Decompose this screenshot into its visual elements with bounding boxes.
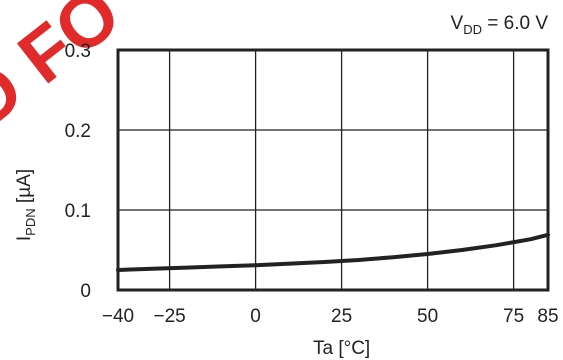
series-layer bbox=[116, 232, 550, 272]
series-line-0 bbox=[116, 232, 550, 272]
y-tick-label: 0.1 bbox=[65, 201, 91, 222]
x-tick-labels: −40 −25 0 25 50 75 85 bbox=[102, 306, 559, 327]
y-tick-labels: 0 0.1 0.2 0.3 bbox=[65, 41, 91, 302]
y-tick-label: 0 bbox=[80, 281, 91, 302]
x-tick-label: 25 bbox=[331, 306, 352, 327]
grid bbox=[118, 50, 548, 290]
x-tick-label: −40 bbox=[102, 306, 134, 327]
x-tick-label: 50 bbox=[417, 306, 438, 327]
vdd-annotation: VDD = 6.0 V bbox=[451, 13, 549, 37]
x-tick-label: 85 bbox=[537, 306, 558, 327]
y-axis-label: IPDN [µA] bbox=[14, 169, 38, 241]
y-tick-label: 0.3 bbox=[65, 41, 91, 62]
x-tick-label: 0 bbox=[250, 306, 261, 327]
y-tick-label: 0.2 bbox=[65, 121, 91, 142]
plot-frame bbox=[116, 48, 550, 292]
x-axis-label: Ta [°C] bbox=[313, 338, 370, 359]
x-tick-label: 75 bbox=[503, 306, 524, 327]
x-tick-label: −25 bbox=[153, 306, 185, 327]
